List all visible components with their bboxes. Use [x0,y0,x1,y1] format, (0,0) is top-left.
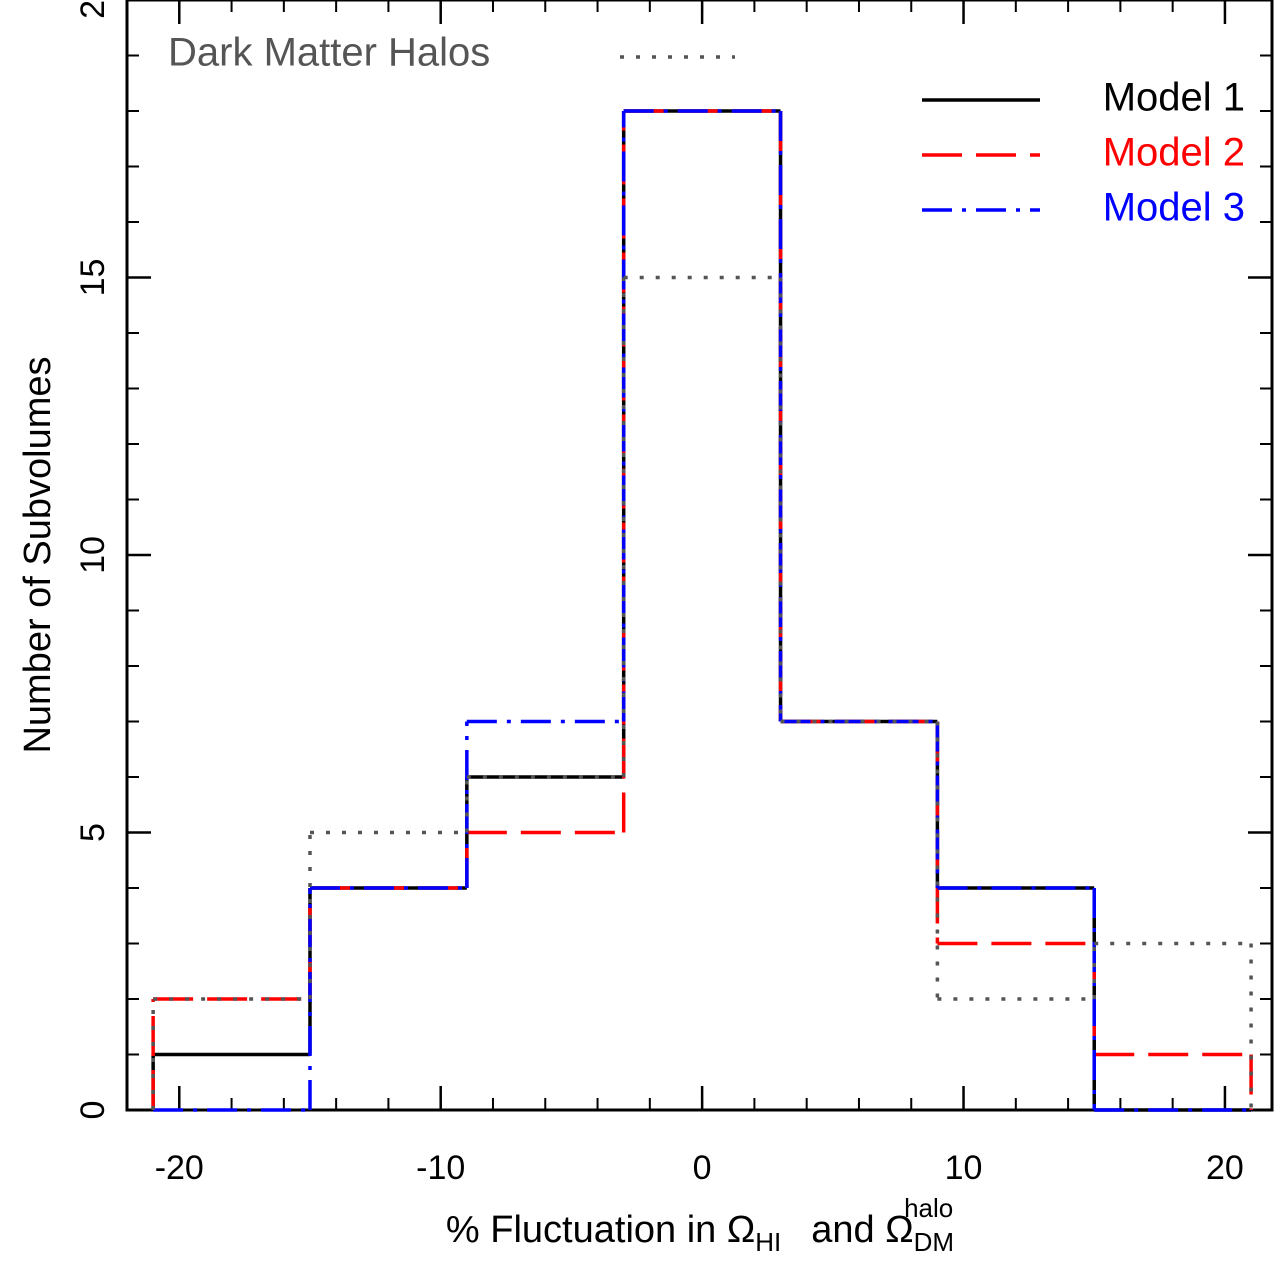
x-tick-label: 20 [1206,1149,1244,1187]
x-axis-label-part: and Ω [811,1209,913,1251]
x-axis-label-sub: DM [914,1227,954,1257]
x-axis-label-sup: halo [904,1193,953,1223]
legend-label: Model 1 [1103,76,1245,120]
y-tick-label: 10 [74,536,112,574]
x-axis-label: % Fluctuation in ΩHI and ΩDM halo [446,1193,954,1257]
x-axis-label-part: % Fluctuation in Ω [446,1209,755,1251]
x-tick-label: 0 [693,1149,712,1187]
plot-frame [125,0,1274,1112]
legend-label: Model 3 [1103,186,1245,230]
y-tick-label: 20 [74,0,112,19]
y-tick-label: 15 [74,259,112,297]
legend-label: Model 2 [1103,131,1245,175]
x-axis-label-sub: HI [755,1227,781,1257]
x-tick-label: 10 [945,1149,983,1187]
annotation: Dark Matter Halos [168,31,490,75]
y-axis-label: Number of Subvolumes [17,356,59,753]
x-tick-label: -20 [155,1149,204,1187]
y-tick-label: 0 [74,1101,112,1120]
x-tick-label: -10 [416,1149,465,1187]
y-tick-label: 5 [74,823,112,842]
